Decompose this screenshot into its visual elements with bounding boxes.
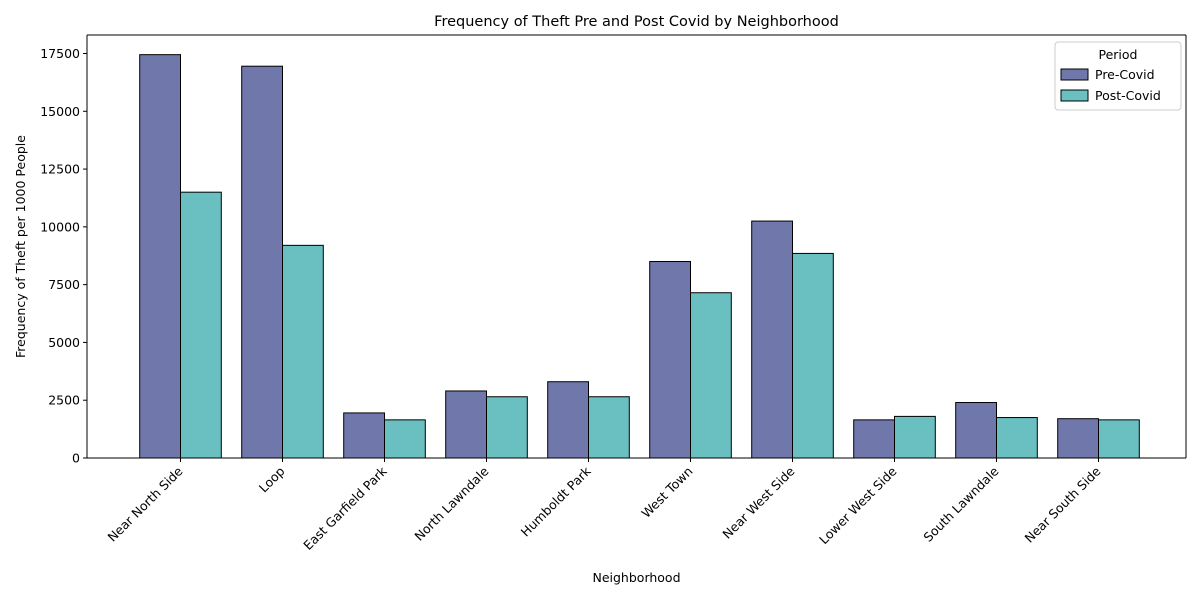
bar-pre-covid-8 xyxy=(955,402,998,459)
bar-post-covid-3 xyxy=(486,396,528,459)
bar-post-covid-7 xyxy=(894,415,936,459)
y-tick-label-6: 15000 xyxy=(40,104,80,119)
bar-post-covid-8 xyxy=(996,417,1038,459)
y-tick-label-2: 5000 xyxy=(48,335,80,350)
chart-title: Frequency of Theft Pre and Post Covid by… xyxy=(434,14,839,30)
x-tick-label-8: South Lawndale xyxy=(920,463,1001,544)
x-axis-label: Neighborhood xyxy=(592,570,680,585)
x-tick-label-9: Near South Side xyxy=(1021,463,1103,545)
legend: Period Pre-Covid Post-Covid xyxy=(1054,41,1182,111)
bar-pre-covid-0 xyxy=(139,54,181,459)
legend-label-0: Pre-Covid xyxy=(1095,67,1155,82)
y-axis-label: Frequency of Theft per 1000 People xyxy=(13,135,28,358)
bar-pre-covid-1 xyxy=(241,65,283,459)
x-tick-label-3: North Lawndale xyxy=(411,463,491,543)
bar-pre-covid-2 xyxy=(343,412,386,459)
x-tick-label-6: Near West Side xyxy=(719,463,797,541)
bar-pre-covid-5 xyxy=(649,261,692,459)
x-tick-label-2: East Garfield Park xyxy=(300,463,390,553)
bar-pre-covid-9 xyxy=(1057,418,1099,459)
y-tick-label-3: 7500 xyxy=(48,277,80,292)
y-tick-label-7: 17500 xyxy=(40,46,80,61)
y-tick-label-4: 10000 xyxy=(40,219,80,234)
x-tick-label-0: Near North Side xyxy=(104,463,185,544)
bar-post-covid-9 xyxy=(1098,419,1140,459)
y-tick-label-0: 0 xyxy=(72,451,80,466)
bar-post-covid-2 xyxy=(384,419,426,459)
x-tick-label-1: Loop xyxy=(256,463,288,495)
bar-pre-covid-3 xyxy=(445,390,488,459)
bar-post-covid-6 xyxy=(792,252,834,459)
legend-label-1: Post-Covid xyxy=(1095,88,1161,103)
x-tick-label-4: Humboldt Park xyxy=(518,463,594,539)
x-tick-label-5: West Town xyxy=(638,464,695,521)
y-tick-label-1: 2500 xyxy=(48,393,80,408)
legend-title: Period xyxy=(1099,47,1138,62)
x-tick-label-7: Lower West Side xyxy=(816,463,900,547)
bar-pre-covid-7 xyxy=(853,419,896,459)
bar-pre-covid-4 xyxy=(547,381,590,459)
bar-post-covid-1 xyxy=(282,244,324,459)
bar-post-covid-4 xyxy=(588,396,630,459)
bar-pre-covid-6 xyxy=(751,220,794,459)
bar-post-covid-5 xyxy=(690,292,732,459)
y-tick-label-5: 12500 xyxy=(40,162,80,177)
legend-swatch-1 xyxy=(1060,89,1089,102)
legend-swatch-0 xyxy=(1060,68,1089,81)
bar-post-covid-0 xyxy=(180,191,222,459)
